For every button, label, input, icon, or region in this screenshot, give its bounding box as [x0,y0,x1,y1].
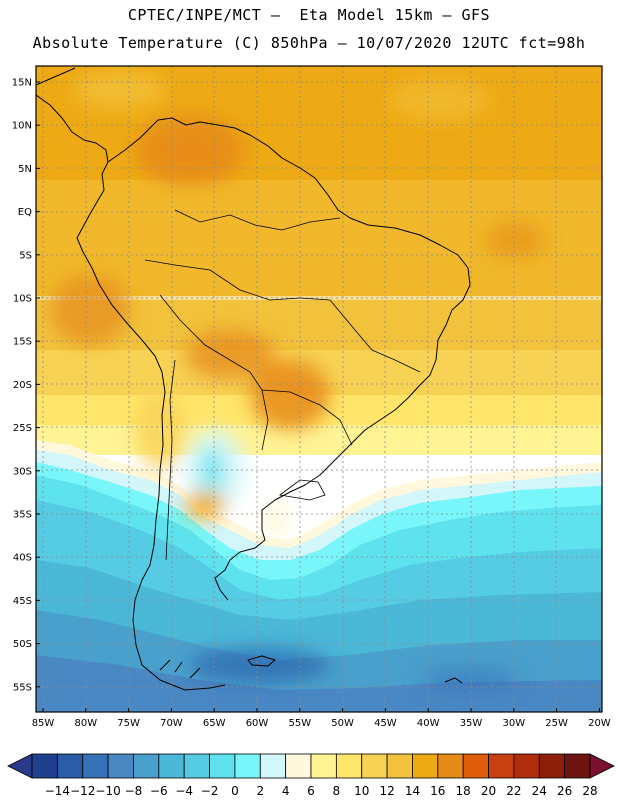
map-title: CPTEC/INPE/MCT – Eta Model 15km – GFS [127,6,491,24]
colorbar-label: 8 [333,784,341,798]
lat-label: 40S [13,553,32,564]
lat-label: EQ [18,207,32,218]
colorbar-swatch [412,753,439,779]
lon-label: 65W [203,718,226,729]
colorbar-label: 14 [405,784,420,798]
colorbar-swatch [31,753,58,779]
lon-label: 35W [460,718,483,729]
lon-label: 60W [246,718,269,729]
colorbar-label: 2 [256,784,264,798]
lon-label: 55W [288,718,311,729]
lat-label: 55S [13,682,32,693]
colorbar-swatch [82,753,109,779]
colorbar-label: −6 [150,784,168,798]
lat-label: 5S [19,250,32,261]
colorbar-swatch [183,753,210,779]
colorbar-label: −2 [201,784,219,798]
colorbar-swatch [209,753,236,779]
lat-label: 10S [13,294,32,305]
colorbar-label: 22 [506,784,521,798]
colorbar-swatch [564,753,591,779]
colorbar-label: −4 [175,784,193,798]
colorbar-label: −10 [95,784,120,798]
colorbar-arrow-low [7,753,33,779]
colorbar-swatch [386,753,413,779]
lon-label: 25W [545,718,568,729]
colorbar-swatch [234,753,261,779]
colorbar-label: 12 [379,784,394,798]
colorbar-swatch [310,753,337,779]
colorbar-label: 10 [354,784,369,798]
colorbar-label: 20 [481,784,496,798]
map-subtitle: Absolute Temperature (C) 850hPa – 10/07/… [32,34,586,52]
lat-label: 45S [13,596,32,607]
lon-label: 85W [32,718,55,729]
colorbar-label: 16 [430,784,445,798]
colorbar-label: 4 [282,784,290,798]
country-borders [144,209,421,561]
lat-label: 5N [18,164,32,175]
colorbar-label: 18 [456,784,471,798]
lat-label: 25S [13,423,32,434]
lon-label: 70W [160,718,183,729]
map-frame [35,65,603,713]
colorbar-label: 6 [307,784,315,798]
colorbar-swatch [462,753,489,779]
lon-label: 75W [117,718,140,729]
lon-label: 40W [417,718,440,729]
colorbar-swatch [361,753,388,779]
lat-label: 15S [13,337,32,348]
lon-label: 20W [588,718,611,729]
latitude-labels: 15N 10N 5N EQ 5S 10S 15S 20S 25S 30S 35S 40S 45S 50S 5… [12,78,40,693]
lon-label: 80W [74,718,97,729]
longitude-labels: 85W 80W 75W 70W 65W 60W 55W 50W 45W 40W 35W 30W 25W 2… [32,708,611,729]
lon-label: 30W [502,718,525,729]
colorbar-swatch [488,753,515,779]
colorbar-swatch [259,753,287,779]
colorbar-swatch [158,753,185,779]
colorbar-label: −8 [125,784,143,798]
colorbar-swatch [538,753,566,779]
colorbar-swatch [56,753,84,779]
colorbar-label: 28 [582,784,597,798]
lon-label: 50W [331,718,354,729]
temperature-field [36,66,602,712]
colorbar-label: −14 [45,784,70,798]
colorbar-label: 24 [532,784,547,798]
lat-label: 30S [13,466,32,477]
colorbar-swatch [285,753,312,779]
lat-label: 50S [13,639,32,650]
colorbar: −14 −12 −10 −8 −6 −4 −2 0 2 4 6 8 10 12 14 16 18 20 22 24 26… [7,753,615,798]
coastlines [36,67,471,691]
lat-label: 35S [13,510,32,521]
colorbar-arrow-high [589,753,615,779]
colorbar-label: −12 [70,784,95,798]
lat-label: 10N [12,121,32,132]
colorbar-label: 0 [231,784,239,798]
lon-label: 45W [374,718,397,729]
lat-label: 15N [12,78,32,89]
lat-label: 20S [13,380,32,391]
colorbar-swatch [335,753,363,779]
colorbar-swatch [133,753,160,779]
colorbar-swatch [437,753,464,779]
colorbar-swatch [107,753,134,779]
colorbar-label: 26 [557,784,572,798]
colorbar-swatch [513,753,540,779]
lat-lon-grid [36,66,602,712]
